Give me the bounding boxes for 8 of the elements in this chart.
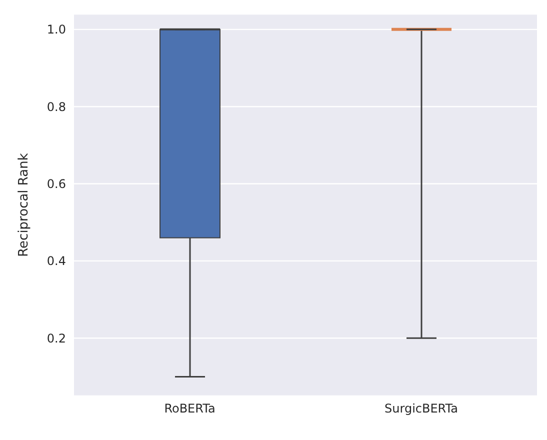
y-axis-title: Reciprocal Rank [16, 152, 32, 257]
y-tick-label: 0.6 [46, 177, 66, 192]
y-tick-label: 0.4 [46, 254, 66, 268]
y-tick-label: 0.8 [46, 100, 66, 114]
y-tick-label: 1.0 [46, 22, 66, 37]
x-tick-label: RoBERTa [164, 402, 216, 416]
x-tick-label: SurgicBERTa [384, 402, 458, 416]
y-tick-label: 0.2 [46, 331, 66, 346]
